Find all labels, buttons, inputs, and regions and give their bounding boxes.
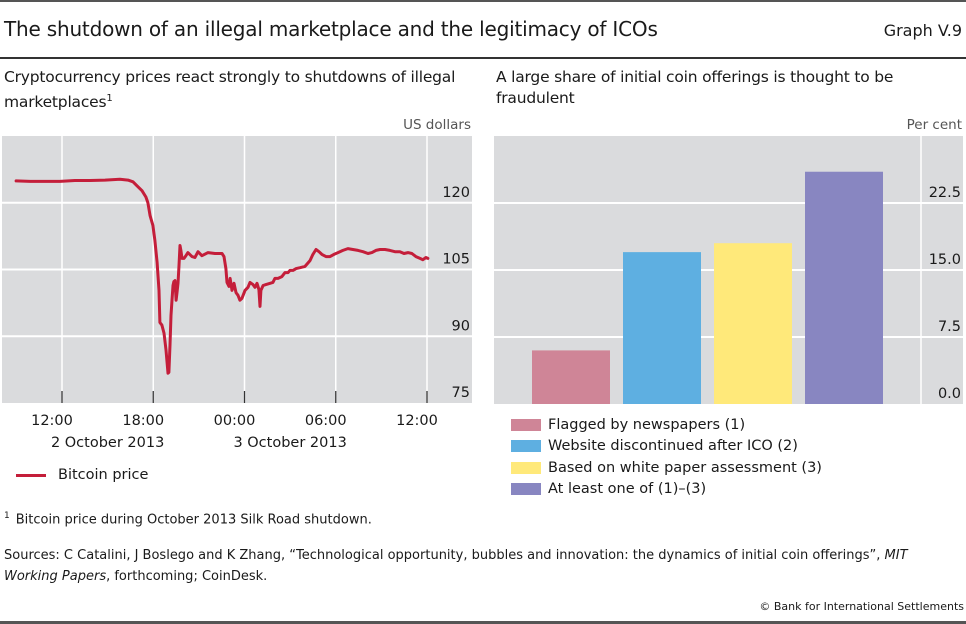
x-group-label: 3 October 2013 xyxy=(233,435,346,451)
y-tick-label: 0.0 xyxy=(938,386,961,402)
footnote-marker: 1 xyxy=(106,93,113,104)
bitcoin-price-chart: 75 90 105 120 12:00 18:00 00:00 06:00 12:00 2 Oct… xyxy=(2,136,472,451)
legend-item: Based on white paper assessment (3) xyxy=(511,457,822,479)
footnote-number: 1 xyxy=(4,511,10,521)
y-tick-label: 15.0 xyxy=(929,252,961,268)
left-legend: Bitcoin price xyxy=(16,467,148,483)
x-tick-label: 12:00 xyxy=(31,413,73,429)
figure-title: The shutdown of an illegal marketplace a… xyxy=(4,17,658,41)
right-panel-subtitle: A large share of initial coin offerings … xyxy=(496,68,894,107)
left-panel-subtitle: Cryptocurrency prices react strongly to … xyxy=(4,67,474,113)
legend-item: Website discontinued after ICO (2) xyxy=(511,436,822,458)
y-tick-label: 105 xyxy=(442,252,470,268)
x-tick-label: 06:00 xyxy=(305,413,347,429)
legend-label: Based on white paper assessment (3) xyxy=(548,459,822,476)
bar-4 xyxy=(805,171,883,404)
legend-label: Website discontinued after ICO (2) xyxy=(548,438,798,455)
ico-fraud-bar-chart: 0.0 7.5 15.0 22.5 xyxy=(494,136,963,404)
bar-3 xyxy=(714,243,792,404)
right-unit-label: Per cent xyxy=(906,117,962,133)
sources: Sources: C Catalini, J Boslego and K Zha… xyxy=(4,545,964,587)
legend-label: Flagged by newspapers (1) xyxy=(548,416,746,433)
legend-swatch xyxy=(511,461,541,474)
y-tick-label: 120 xyxy=(442,185,470,201)
y-tick-label: 22.5 xyxy=(929,185,961,201)
legend-item: At least one of (1)–(3) xyxy=(511,479,822,501)
left-unit-label: US dollars xyxy=(403,117,471,133)
footnote-text: Bitcoin price during October 2013 Silk R… xyxy=(15,512,372,528)
sources-prefix: Sources: C Catalini, J Boslego and K Zha… xyxy=(4,548,885,563)
footnote: 1 Bitcoin price during October 2013 Silk … xyxy=(4,511,372,527)
bar-1 xyxy=(532,350,610,404)
sources-suffix: , forthcoming; CoinDesk. xyxy=(106,569,268,584)
legend-swatch xyxy=(511,418,541,431)
legend-swatch xyxy=(511,483,541,496)
legend-swatch xyxy=(511,440,541,453)
copyright: © Bank for International Settlements xyxy=(759,600,964,613)
bottom-rule xyxy=(0,621,966,624)
top-rule xyxy=(0,0,966,2)
x-tick-label: 18:00 xyxy=(122,413,164,429)
sources-italic: MIT Working Papers xyxy=(4,548,908,584)
x-group-label: 2 October 2013 xyxy=(51,435,164,451)
right-legend: Flagged by newspapers (1) Website discont… xyxy=(511,414,822,500)
y-tick-label: 90 xyxy=(452,318,470,334)
bitcoin-legend-swatch xyxy=(16,473,46,477)
x-tick-label: 00:00 xyxy=(214,413,256,429)
x-tick-label: 12:00 xyxy=(396,413,438,429)
y-tick-label: 7.5 xyxy=(938,319,961,335)
legend-label: At least one of (1)–(3) xyxy=(548,481,707,498)
bitcoin-legend-label: Bitcoin price xyxy=(58,467,149,483)
y-tick-label: 75 xyxy=(452,385,470,401)
graph-number: Graph V.9 xyxy=(883,21,962,40)
header-rule xyxy=(0,57,966,59)
legend-item: Flagged by newspapers (1) xyxy=(511,414,822,436)
bitcoin-price-line xyxy=(14,177,430,375)
bar-2 xyxy=(623,252,701,404)
left-subtitle-text: Cryptocurrency prices react strongly to … xyxy=(4,68,456,112)
